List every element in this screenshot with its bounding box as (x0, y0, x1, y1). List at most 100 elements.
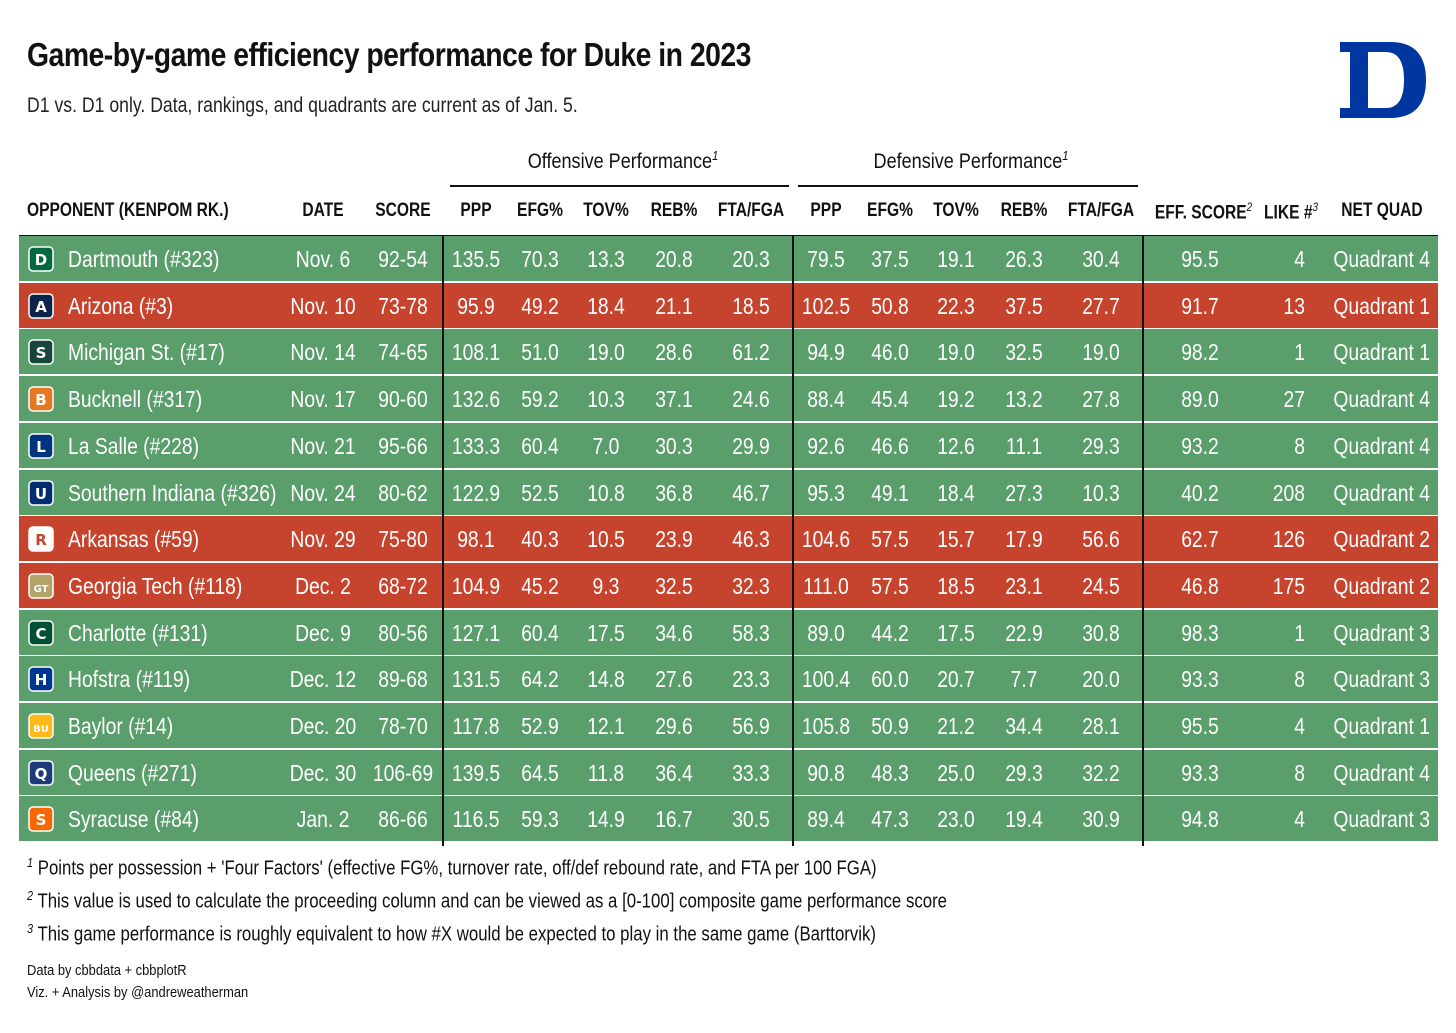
cell-d-efg: 45.4 (871, 386, 909, 412)
cell-o-tov: 9.3 (592, 573, 620, 599)
col-like: LIKE #3 (1261, 200, 1320, 224)
defense-spanner-label: Defensive Performance (873, 150, 1063, 173)
cell-o-reb: 21.1 (655, 293, 693, 319)
cell-score: 74-65 (378, 339, 428, 365)
table-row: S Michigan St. (#17) Nov. 14 74-65 108.1 51.0… (19, 329, 1438, 376)
table-row: L La Salle (#228) Nov. 21 95-66 133.3 60.4 7.0… (19, 423, 1438, 470)
cell-d-efg: 46.6 (871, 433, 909, 459)
svg-text:H: H (35, 671, 48, 689)
svg-text:GT: GT (34, 584, 49, 595)
cell-quad: Quadrant 4 (1333, 246, 1430, 272)
cell-like: 8 (1294, 666, 1305, 692)
divider-offense (442, 236, 444, 846)
cell-date: Jan. 2 (296, 806, 350, 832)
divider-defense (792, 236, 794, 846)
footnote-3-mark: 3 (27, 921, 34, 936)
cell-d-reb: 11.1 (1005, 433, 1043, 459)
cell-o-tov: 11.8 (587, 760, 625, 786)
defense-spanner-note: 1 (1062, 148, 1069, 163)
table-row: H Hofstra (#119) Dec. 12 89-68 131.5 64.2 14.8… (19, 656, 1438, 703)
table-row: U Southern Indiana (#326) Nov. 24 80-62 122.… (19, 470, 1438, 517)
cell-d-fta: 24.5 (1082, 573, 1120, 599)
cell-o-fta: 30.5 (732, 806, 770, 832)
cell-d-tov: 21.2 (937, 713, 975, 739)
footnote-1: 1 Points per possession + 'Four Factors'… (27, 855, 877, 881)
cell-quad: Quadrant 3 (1333, 666, 1430, 692)
cell-o-ppp: 116.5 (452, 806, 500, 832)
cell-o-efg: 70.3 (521, 246, 559, 272)
cell-opponent: Arizona (#3) (68, 293, 174, 319)
cell-quad: Quadrant 4 (1333, 433, 1430, 459)
cell-opponent: Arkansas (#59) (68, 526, 200, 552)
cell-eff: 95.5 (1181, 713, 1219, 739)
cell-d-efg: 48.3 (871, 760, 909, 786)
cell-d-tov: 23.0 (937, 806, 975, 832)
page-title: Game-by-game efficiency performance for … (27, 36, 751, 73)
credit-data: Data by cbbdata + cbbplotR (27, 962, 187, 979)
table-row: S Syracuse (#84) Jan. 2 86-66 116.5 59.3 14.9 1… (19, 796, 1438, 843)
cell-d-reb: 22.9 (1005, 620, 1043, 646)
cell-d-tov: 17.5 (937, 620, 975, 646)
cell-o-efg: 64.2 (521, 666, 559, 692)
footnote-2: 2 This value is used to calculate the pr… (27, 888, 947, 914)
cell-o-tov: 17.5 (587, 620, 625, 646)
cell-o-reb: 37.1 (655, 386, 693, 412)
svg-text:R: R (35, 531, 47, 549)
cell-d-efg: 49.1 (871, 480, 909, 506)
cell-o-tov: 7.0 (592, 433, 620, 459)
cell-date: Nov. 24 (290, 480, 356, 506)
cell-d-fta: 10.3 (1082, 480, 1120, 506)
cell-eff: 91.7 (1181, 293, 1219, 319)
cell-eff: 40.2 (1181, 480, 1219, 506)
cell-d-reb: 29.3 (1005, 760, 1043, 786)
charlotte-logo-icon: C (27, 619, 55, 647)
cell-eff: 46.8 (1181, 573, 1219, 599)
cell-o-fta: 24.6 (732, 386, 770, 412)
cell-d-ppp: 79.5 (807, 246, 845, 272)
dartmouth-logo-icon: D (27, 245, 55, 273)
cell-o-ppp: 132.6 (451, 386, 501, 412)
cell-d-tov: 19.1 (937, 246, 975, 272)
cell-d-fta: 29.3 (1082, 433, 1120, 459)
col-def-reb: REB% (1000, 200, 1048, 221)
cell-d-ppp: 95.3 (807, 480, 845, 506)
cell-d-efg: 50.8 (871, 293, 909, 319)
cell-d-ppp: 92.6 (807, 433, 845, 459)
table-row: BU Baylor (#14) Dec. 20 78-70 117.8 52.9 12.1 2… (19, 703, 1438, 750)
cell-d-efg: 37.5 (871, 246, 909, 272)
cell-o-fta: 33.3 (732, 760, 770, 786)
cell-d-reb: 19.4 (1005, 806, 1043, 832)
cell-score: 80-62 (378, 480, 428, 506)
syracuse-logo-icon: S (27, 805, 55, 833)
svg-text:B: B (35, 391, 46, 409)
col-off-fta: FTA/FGA (717, 200, 785, 221)
cell-o-fta: 23.3 (732, 666, 770, 692)
hofstra-logo-icon: H (27, 665, 55, 693)
cell-o-tov: 12.1 (587, 713, 625, 739)
cell-opponent: Queens (#271) (68, 760, 197, 786)
col-def-ppp: PPP (810, 200, 842, 221)
cell-d-ppp: 100.4 (801, 666, 851, 692)
cell-d-efg: 47.3 (871, 806, 909, 832)
cell-like: 1 (1294, 620, 1305, 646)
cell-o-fta: 46.3 (732, 526, 770, 552)
cell-quad: Quadrant 1 (1333, 713, 1430, 739)
cell-like: 8 (1294, 760, 1305, 786)
cell-d-tov: 25.0 (937, 760, 975, 786)
cell-d-reb: 34.4 (1005, 713, 1043, 739)
col-eff-score: EFF. SCORE2 (1155, 200, 1252, 224)
cell-d-reb: 23.1 (1005, 573, 1043, 599)
offense-spanner-note: 1 (712, 148, 719, 163)
cell-opponent: Hofstra (#119) (68, 666, 191, 692)
cell-d-tov: 18.5 (937, 573, 975, 599)
col-off-reb: REB% (650, 200, 698, 221)
michigan-state-logo-icon: S (27, 338, 55, 366)
cell-d-fta: 56.6 (1082, 526, 1120, 552)
cell-score: 68-72 (378, 573, 428, 599)
cell-o-ppp: 139.5 (451, 760, 501, 786)
col-eff-score-note: 2 (1246, 200, 1253, 214)
col-like-note: 3 (1312, 200, 1318, 214)
cell-o-reb: 29.6 (655, 713, 693, 739)
cell-o-efg: 60.4 (521, 620, 559, 646)
cell-quad: Quadrant 4 (1333, 480, 1430, 506)
